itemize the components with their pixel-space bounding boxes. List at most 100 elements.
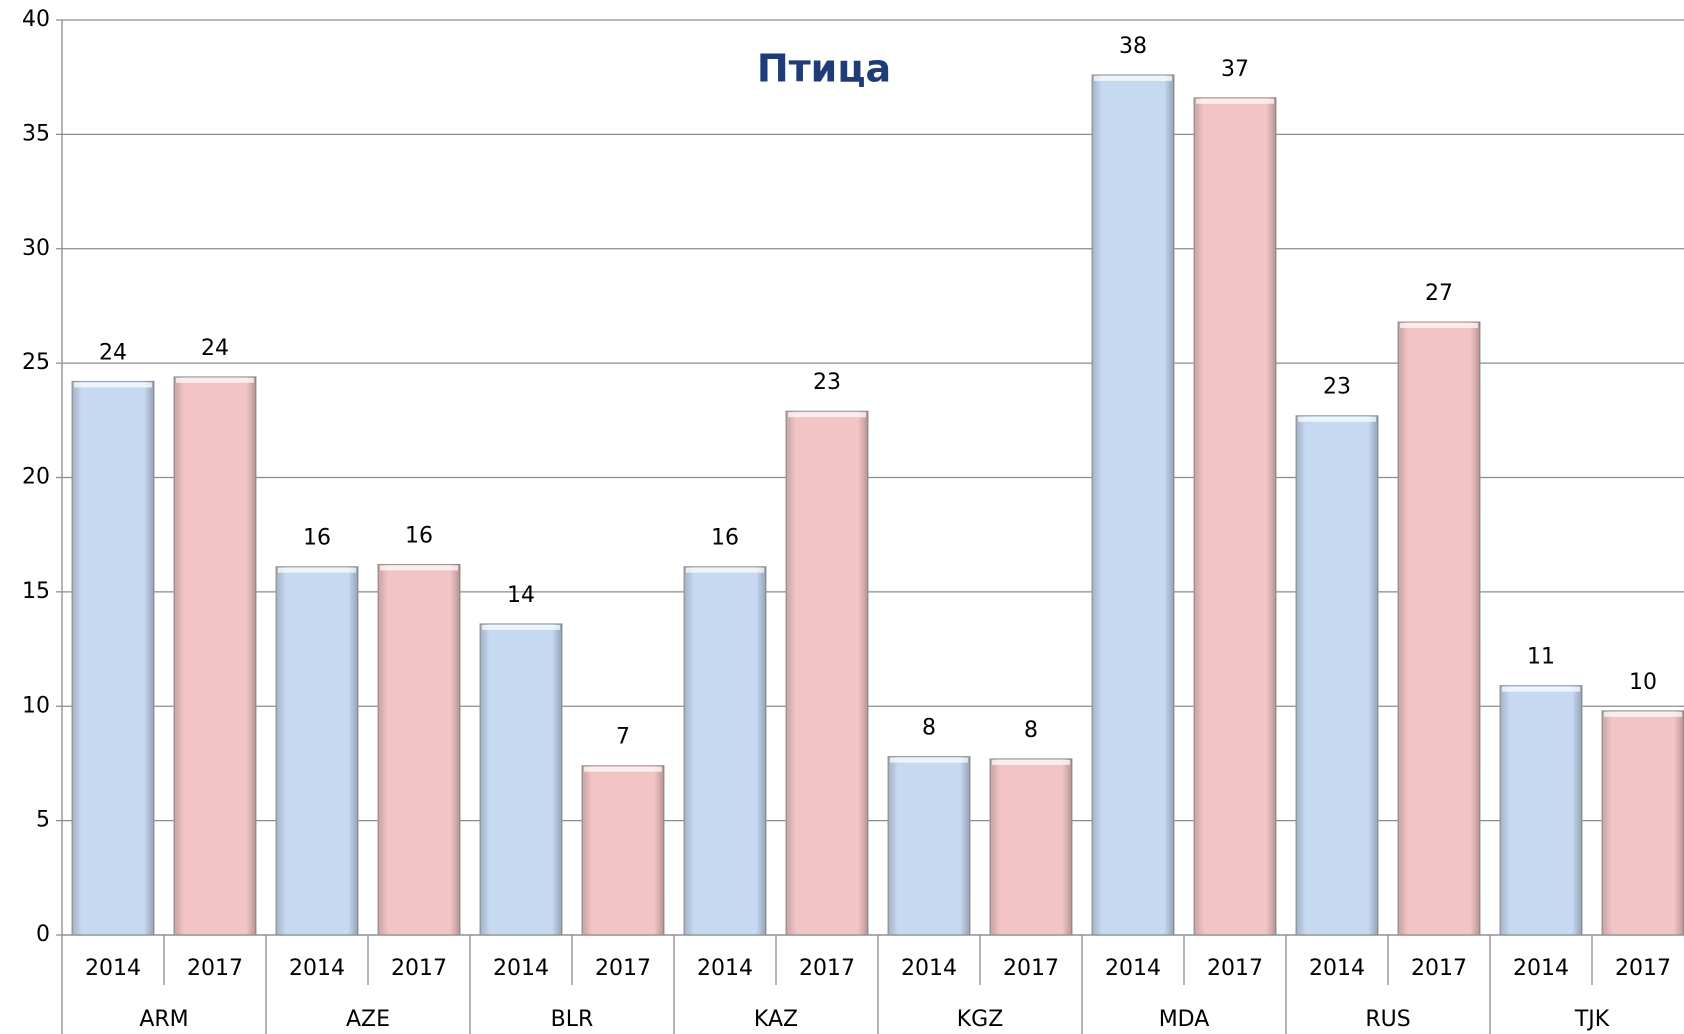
x-tick-label: 2014 xyxy=(1309,956,1365,981)
x-group-label: AZE xyxy=(346,1007,390,1032)
y-tick-label: 5 xyxy=(36,808,50,833)
data-label: 24 xyxy=(99,340,127,365)
bar-group xyxy=(173,376,257,936)
x-group-label: BLR xyxy=(551,1007,594,1032)
bar-highlight xyxy=(176,377,254,383)
data-label: 27 xyxy=(1425,281,1453,306)
y-tick-label: 20 xyxy=(22,465,50,490)
data-label: 16 xyxy=(303,526,331,551)
bar-highlight xyxy=(788,412,866,418)
bar-group xyxy=(581,765,665,936)
bar-shade xyxy=(1500,685,1582,935)
data-label: 38 xyxy=(1119,34,1147,59)
bar-group xyxy=(377,563,461,936)
bar-shade xyxy=(276,566,358,935)
data-label: 24 xyxy=(201,336,229,361)
x-tick-label: 2014 xyxy=(697,956,753,981)
x-tick-label: 2017 xyxy=(595,956,651,981)
bar-shade xyxy=(1398,321,1480,935)
bar-highlight xyxy=(74,382,152,388)
data-label: 8 xyxy=(1024,718,1038,743)
bar-shade xyxy=(1296,415,1378,935)
bar-highlight xyxy=(1298,416,1376,422)
x-group-label: KAZ xyxy=(754,1007,798,1032)
bar-shade xyxy=(378,564,460,935)
bar-highlight xyxy=(992,759,1070,765)
y-tick-label: 25 xyxy=(22,350,50,375)
chart-title: Птица xyxy=(757,47,891,91)
y-tick-label: 35 xyxy=(22,121,50,146)
bar-shade xyxy=(174,376,256,936)
bar-highlight xyxy=(1502,686,1580,692)
bar-highlight xyxy=(1604,711,1682,717)
x-tick-label: 2014 xyxy=(1105,956,1161,981)
y-tick-label: 15 xyxy=(22,579,50,604)
bar-shade xyxy=(480,623,562,935)
x-tick-label: 2017 xyxy=(1003,956,1059,981)
x-tick-label: 2014 xyxy=(1513,956,1569,981)
bar-highlight xyxy=(1094,75,1172,81)
bar-highlight xyxy=(278,567,356,573)
data-label: 37 xyxy=(1221,57,1249,82)
bar-group xyxy=(1601,710,1684,936)
data-label: 10 xyxy=(1629,670,1657,695)
x-tick-label: 2017 xyxy=(187,956,243,981)
x-tick-label: 2017 xyxy=(1411,956,1467,981)
data-label: 16 xyxy=(405,523,433,548)
x-group-label: RUS xyxy=(1365,1007,1410,1032)
y-tick-label: 30 xyxy=(22,236,50,261)
x-tick-label: 2017 xyxy=(1615,956,1671,981)
bar-group xyxy=(1295,415,1379,936)
bar-highlight xyxy=(1196,98,1274,104)
x-group-label: KGZ xyxy=(957,1007,1004,1032)
x-tick-label: 2017 xyxy=(391,956,447,981)
bar-shade xyxy=(72,381,154,935)
data-label: 23 xyxy=(1323,375,1351,400)
bar-highlight xyxy=(482,624,560,630)
bar-highlight xyxy=(890,757,968,763)
x-tick-label: 2017 xyxy=(1207,956,1263,981)
x-tick-label: 2014 xyxy=(85,956,141,981)
x-group-label: MDA xyxy=(1159,1007,1210,1032)
bar-shade xyxy=(888,756,970,935)
bar-group xyxy=(785,410,869,936)
x-tick-label: 2014 xyxy=(289,956,345,981)
bar-group xyxy=(275,566,359,936)
bar-highlight xyxy=(380,565,458,571)
y-tick-label: 10 xyxy=(22,693,50,718)
bar-shade xyxy=(786,411,868,936)
x-tick-label: 2014 xyxy=(901,956,957,981)
data-label: 16 xyxy=(711,526,739,551)
x-tick-label: 2014 xyxy=(493,956,549,981)
data-label: 23 xyxy=(813,370,841,395)
bar-highlight xyxy=(1400,322,1478,328)
bar-shade xyxy=(684,566,766,935)
data-label: 11 xyxy=(1527,645,1555,670)
data-label: 8 xyxy=(922,716,936,741)
bar-group xyxy=(1193,97,1277,936)
bar-group xyxy=(683,566,767,936)
bar-group xyxy=(71,380,155,936)
bar-group xyxy=(1091,74,1175,936)
bar-highlight xyxy=(686,567,764,573)
bar-shade xyxy=(1194,97,1276,935)
bar-group xyxy=(1397,321,1481,936)
bar-highlight xyxy=(584,766,662,772)
bar-group xyxy=(989,758,1073,936)
bar-group xyxy=(1499,685,1583,936)
bar-shade xyxy=(582,765,664,935)
bar-group xyxy=(479,623,563,936)
y-tick-label: 0 xyxy=(36,922,50,947)
bar-shade xyxy=(1602,710,1684,935)
y-tick-label: 40 xyxy=(22,7,50,32)
x-tick-label: 2017 xyxy=(799,956,855,981)
x-group-label: TJK xyxy=(1574,1007,1610,1032)
x-group-label: ARM xyxy=(139,1007,188,1032)
bar-shade xyxy=(990,758,1072,935)
bar-shade xyxy=(1092,74,1174,935)
bar-group xyxy=(887,756,971,936)
data-label: 7 xyxy=(616,725,630,750)
data-label: 14 xyxy=(507,583,535,608)
